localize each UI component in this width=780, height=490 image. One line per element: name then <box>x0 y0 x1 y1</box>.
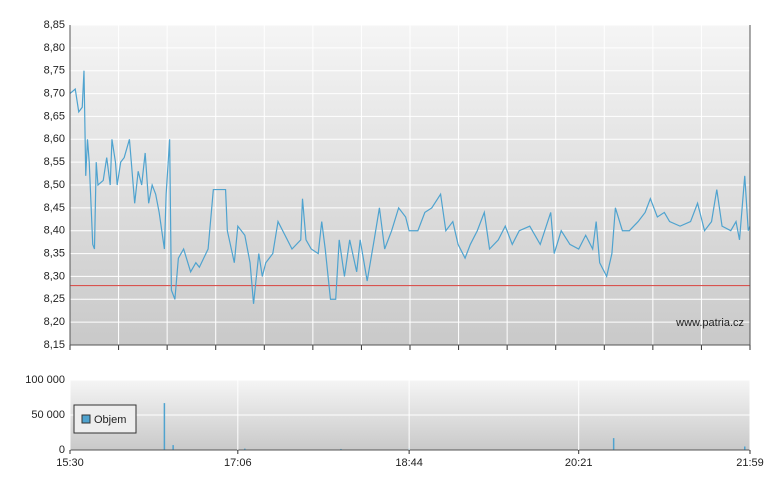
y-tick-label: 0 <box>59 444 65 456</box>
y-tick-label: 8,80 <box>44 42 65 54</box>
y-tick-label: 100 000 <box>25 374 65 386</box>
y-tick-label: 8,35 <box>44 247 65 259</box>
y-tick-label: 8,15 <box>44 339 65 351</box>
watermark: www.patria.cz <box>675 317 744 329</box>
y-tick-label: 8,55 <box>44 156 65 168</box>
volume-bar <box>340 448 342 450</box>
y-tick-label: 8,40 <box>44 225 65 237</box>
volume-bar <box>163 403 166 450</box>
x-tick-label: 15:30 <box>56 457 84 469</box>
legend-label: Objem <box>94 414 126 426</box>
y-tick-label: 8,50 <box>44 179 65 191</box>
x-tick-label: 21:59 <box>736 457 764 469</box>
y-tick-label: 50 000 <box>31 409 65 421</box>
legend-swatch <box>81 414 91 424</box>
x-tick-label: 17:06 <box>224 457 252 469</box>
volume-bar <box>172 445 174 450</box>
y-tick-label: 8,60 <box>44 133 65 145</box>
y-tick-label: 8,75 <box>44 65 65 77</box>
volume-bar <box>744 446 746 450</box>
y-tick-label: 8,45 <box>44 202 65 214</box>
y-tick-label: 8,30 <box>44 270 65 282</box>
x-tick-label: 20:21 <box>565 457 593 469</box>
y-tick-label: 8,20 <box>44 316 65 328</box>
price-line <box>69 70 751 304</box>
y-tick-label: 8,25 <box>44 293 65 305</box>
y-tick-label: 8,65 <box>44 110 65 122</box>
volume-bar <box>244 448 246 450</box>
x-tick-label: 18:44 <box>395 457 423 469</box>
volume-bar <box>612 438 615 450</box>
y-tick-label: 8,70 <box>44 87 65 99</box>
y-tick-label: 8,85 <box>44 19 65 31</box>
